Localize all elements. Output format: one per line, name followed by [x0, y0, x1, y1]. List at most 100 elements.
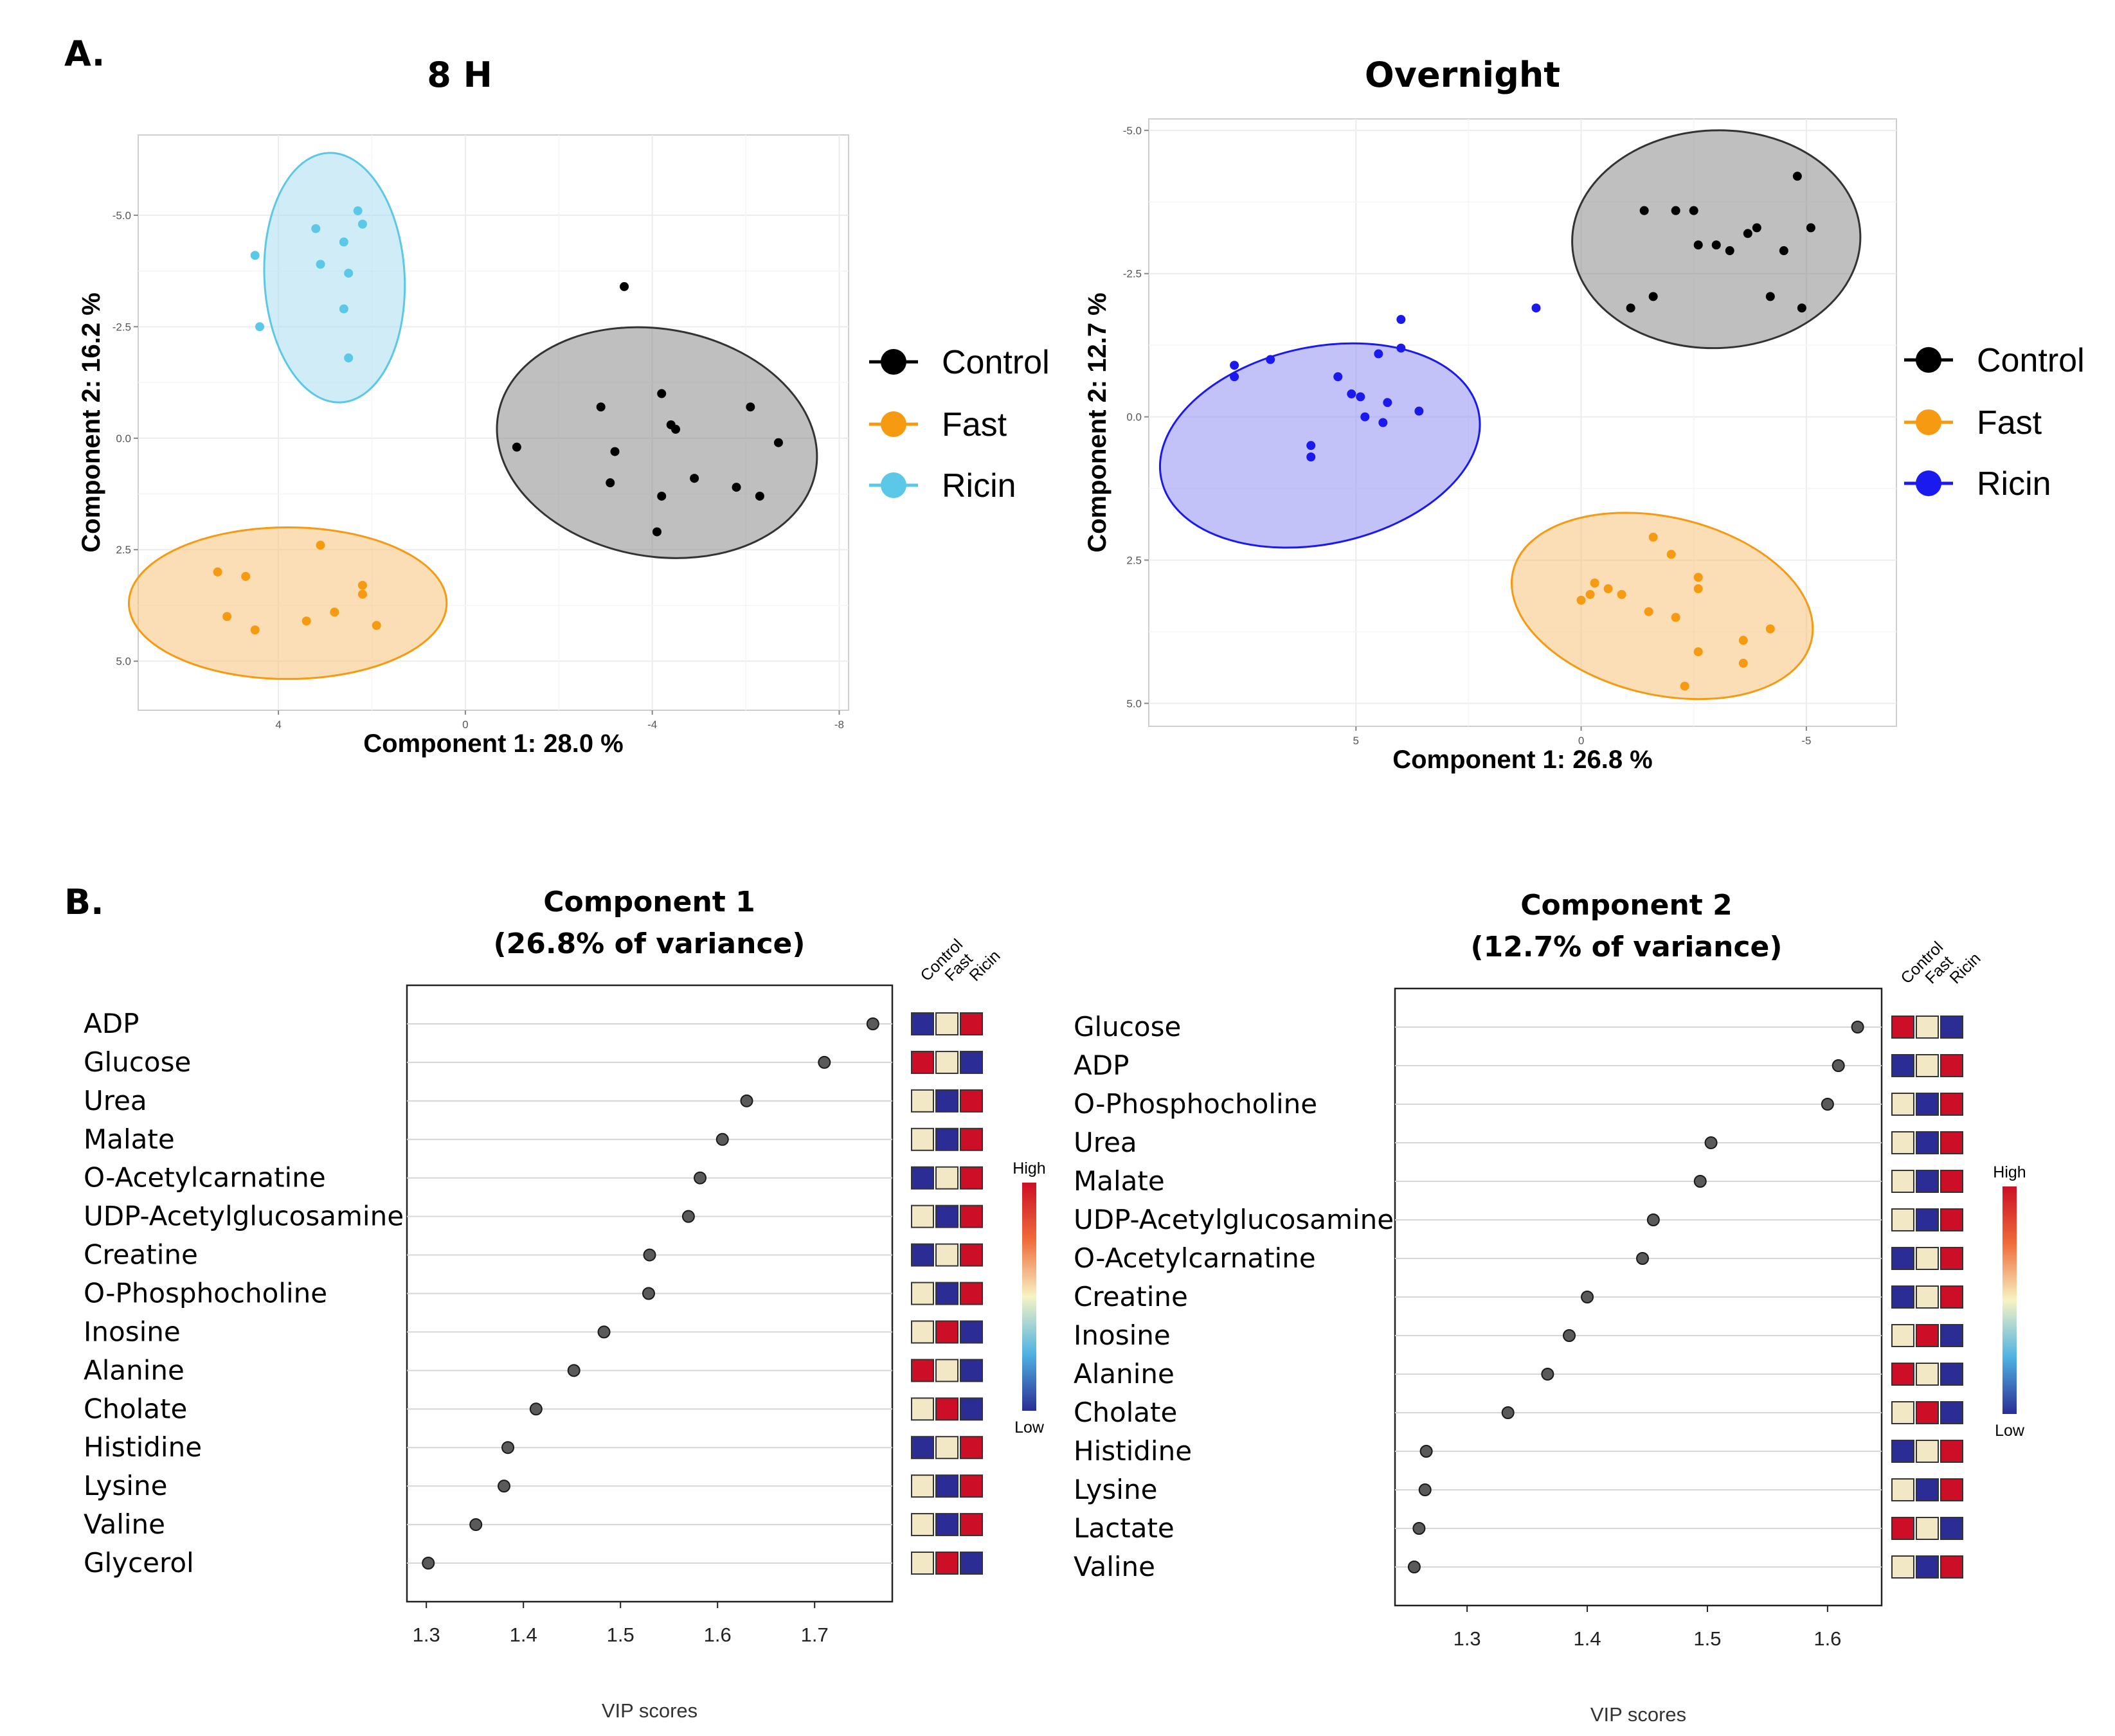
vip-point — [1501, 1406, 1515, 1419]
y-tick-label: -2.5 — [1123, 268, 1142, 280]
heatmap-cell-ricin — [960, 1474, 983, 1498]
data-point — [1230, 361, 1239, 370]
metabolite-label: O-Acetylcarnatine — [84, 1162, 326, 1194]
heatmap-cell-control — [1891, 1440, 1914, 1463]
confidence-ellipse-ricin — [263, 152, 406, 404]
vip-title: Component 1 — [543, 886, 755, 918]
y-axis-title: Component 2: 12.7 % — [1083, 292, 1112, 553]
data-point — [1266, 355, 1275, 364]
data-point — [596, 402, 606, 412]
colorbar-low-label: Low — [1995, 1422, 2025, 1440]
data-point — [330, 607, 339, 617]
heatmap-cell-fast — [1916, 1324, 1939, 1347]
metabolite-label: O-Acetylcarnatine — [1074, 1242, 1316, 1274]
data-point — [1671, 613, 1680, 622]
heatmap-cell-control — [1891, 1247, 1914, 1270]
vip-point — [642, 1287, 655, 1300]
data-point — [1414, 406, 1424, 416]
legend-label-fast: Fast — [1977, 404, 2042, 442]
heatmap-cell-control — [911, 1359, 934, 1383]
data-point — [1306, 452, 1316, 461]
metabolite-label: Cholate — [84, 1393, 187, 1424]
heatmap-column-header: Ricin — [1946, 949, 1984, 987]
data-point — [512, 442, 521, 452]
heatmap-cell-ricin — [1940, 1478, 1963, 1501]
x-tick-label: 1.6 — [1814, 1627, 1841, 1650]
vip-point — [1851, 1021, 1864, 1034]
data-point — [1347, 389, 1356, 398]
data-point — [746, 402, 755, 412]
heatmap-cell-control — [911, 1166, 934, 1190]
colorbar-high-label: High — [1993, 1163, 2026, 1181]
heatmap-cell-control — [1891, 1131, 1914, 1154]
heatmap-cell-control — [1891, 1208, 1914, 1231]
vip-subtitle: (12.7% of variance) — [1471, 931, 1783, 963]
data-point — [606, 478, 615, 488]
heatmap-cell-ricin — [960, 1359, 983, 1383]
x-tick-label: -8 — [834, 719, 844, 731]
confidence-ellipse-ricin — [1158, 342, 1481, 549]
data-point — [344, 353, 354, 362]
legend-marker — [1916, 409, 1941, 435]
data-point — [1738, 658, 1748, 668]
confidence-ellipse-control — [496, 326, 818, 559]
vip-point — [422, 1557, 435, 1570]
heatmap-cell-control — [911, 1127, 934, 1151]
heatmap-cell-control — [1891, 1285, 1914, 1309]
legend-label-fast: Fast — [942, 406, 1007, 443]
data-point — [302, 616, 311, 626]
vip-point — [866, 1017, 879, 1030]
heatmap-cell-control — [911, 1397, 934, 1421]
data-point — [1743, 229, 1752, 238]
data-point — [250, 625, 260, 635]
data-point — [1306, 441, 1316, 451]
series-ricin — [1230, 303, 1541, 461]
data-point — [1666, 550, 1676, 559]
data-point — [1356, 392, 1365, 402]
data-point — [1639, 206, 1649, 215]
data-point — [1806, 223, 1815, 233]
data-point — [1693, 573, 1703, 582]
data-point — [657, 389, 667, 398]
data-point — [339, 304, 348, 314]
data-point — [1378, 418, 1388, 427]
x-axis-title: VIP scores — [602, 1699, 698, 1722]
data-point — [255, 322, 265, 332]
vip-point — [681, 1210, 695, 1223]
data-point — [1585, 589, 1595, 599]
confidence-ellipse-fast — [1511, 512, 1814, 701]
data-point — [357, 589, 367, 599]
heatmap-cell-ricin — [1940, 1093, 1963, 1116]
heatmap-cell-ricin — [1940, 1517, 1963, 1540]
vip-point — [1541, 1368, 1554, 1381]
heatmap-cell-fast — [1916, 1440, 1939, 1463]
data-point — [1531, 303, 1541, 313]
data-point — [1671, 206, 1680, 215]
vip-point — [469, 1518, 483, 1532]
metabolite-label: Malate — [84, 1123, 175, 1155]
vip-point — [1419, 1445, 1433, 1458]
vip-title: Component 2 — [1520, 889, 1733, 922]
data-point — [1792, 172, 1802, 181]
heatmap-cell-fast — [935, 1436, 959, 1460]
heatmap-cell-control — [911, 1436, 934, 1460]
metabolite-label: Urea — [84, 1085, 147, 1116]
data-point — [1779, 246, 1788, 256]
panel-b-label: B. — [64, 882, 104, 922]
data-point — [353, 206, 363, 215]
heatmap-cell-fast — [935, 1397, 959, 1421]
heatmap-cell-fast — [1916, 1517, 1939, 1540]
heatmap-cell-control — [911, 1513, 934, 1537]
x-tick-label: 5 — [1353, 735, 1359, 747]
heatmap-cell-ricin — [960, 1089, 983, 1113]
data-point — [1711, 240, 1721, 250]
y-tick-label: -2.5 — [113, 321, 131, 333]
heatmap-cell-fast — [935, 1166, 959, 1190]
vip-point — [1693, 1175, 1707, 1188]
data-point — [1725, 246, 1734, 256]
x-tick-label: 1.7 — [801, 1624, 829, 1646]
heatmap-cell-fast — [1916, 1555, 1939, 1579]
metabolite-label: Histidine — [84, 1431, 202, 1463]
vip-point — [1832, 1059, 1845, 1072]
colorbar-low-label: Low — [1014, 1418, 1045, 1436]
